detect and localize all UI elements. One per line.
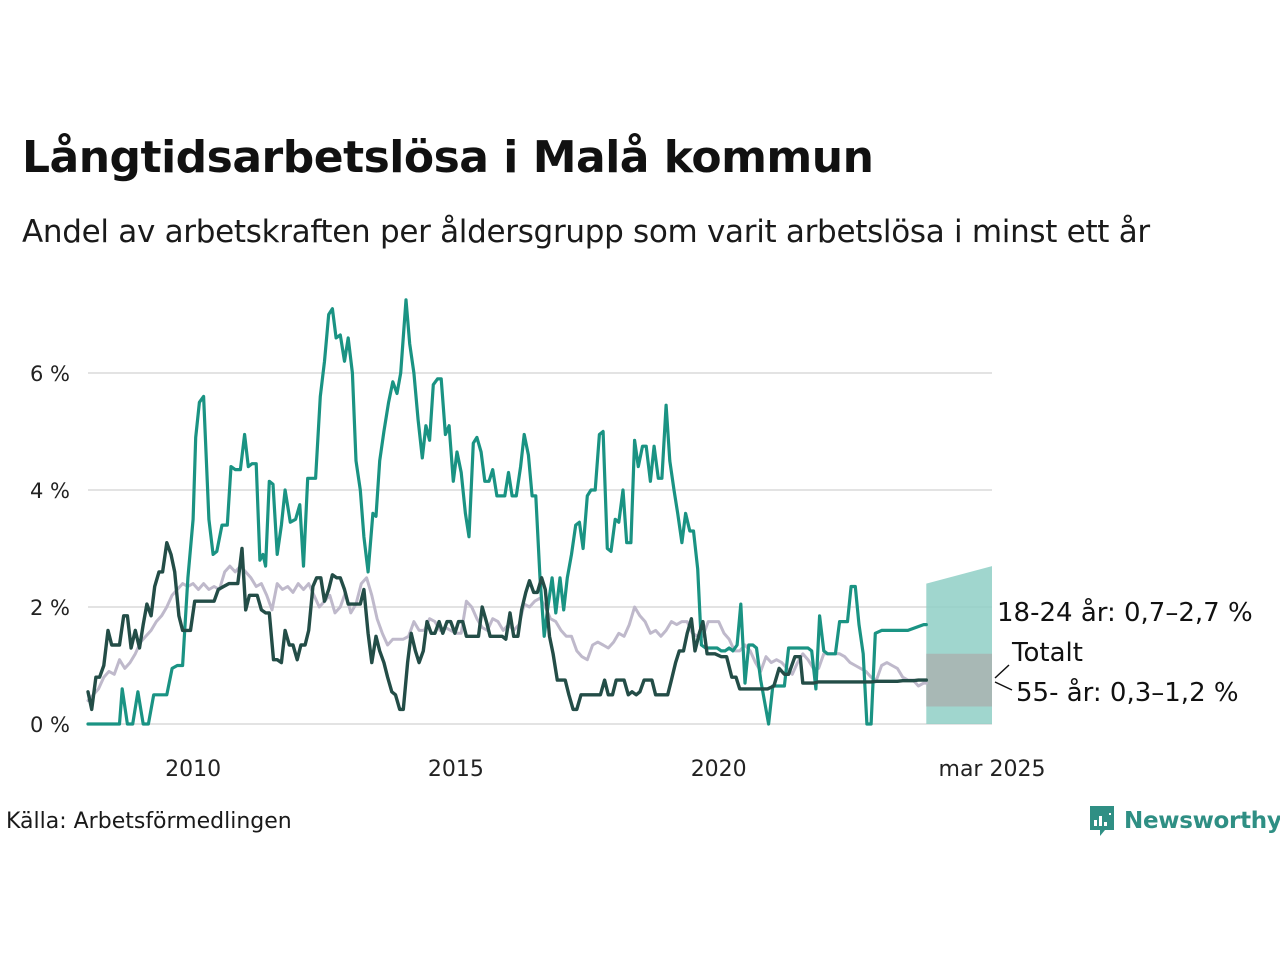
band-senior — [926, 653, 992, 707]
y-tick-label: 6 % — [30, 362, 70, 386]
brand-logo: Newsworthy — [1088, 804, 1280, 838]
newsworthy-logo-icon — [1090, 806, 1114, 836]
x-tick-label: 2010 — [165, 757, 221, 782]
series-label-senior: 55- år: 0,3–1,2 % — [1016, 677, 1239, 708]
leader-line-total — [994, 664, 1010, 679]
forecast-bands — [926, 566, 992, 724]
x-tick-label: 2020 — [691, 757, 747, 782]
series-line-youth — [86, 298, 928, 726]
series-lines — [86, 298, 928, 726]
series-line-total — [86, 541, 928, 712]
x-tick-label: mar 2025 — [939, 757, 1046, 782]
y-axis: 0 % 2 % 4 % 6 % — [30, 362, 70, 737]
x-tick-label: 2015 — [428, 757, 484, 782]
series-label-total: Totalt — [1011, 638, 1083, 668]
series-labels: 18-24 år: 0,7–2,7 % Totalt 55- år: 0,3–1,2… — [994, 597, 1253, 708]
leader-line-senior — [994, 681, 1013, 691]
chart-subtitle: Andel av arbetskraften per åldersgrupp s… — [22, 214, 1150, 250]
source-note: Källa: Arbetsförmedlingen — [6, 809, 292, 834]
y-tick-label: 4 % — [30, 479, 70, 503]
series-label-youth: 18-24 år: 0,7–2,7 % — [997, 597, 1253, 628]
brand-name: Newsworthy — [1124, 808, 1280, 834]
y-tick-label: 2 % — [30, 596, 70, 620]
chart-title: Långtidsarbetslösa i Malå kommun — [22, 132, 874, 183]
gridlines — [88, 372, 992, 725]
line-chart: 0 % 2 % 4 % 6 % 2010 2015 2020 mar 2025 18-24 … — [30, 298, 1253, 782]
y-tick-label: 0 % — [30, 713, 70, 737]
x-axis: 2010 2015 2020 mar 2025 — [165, 757, 1045, 782]
